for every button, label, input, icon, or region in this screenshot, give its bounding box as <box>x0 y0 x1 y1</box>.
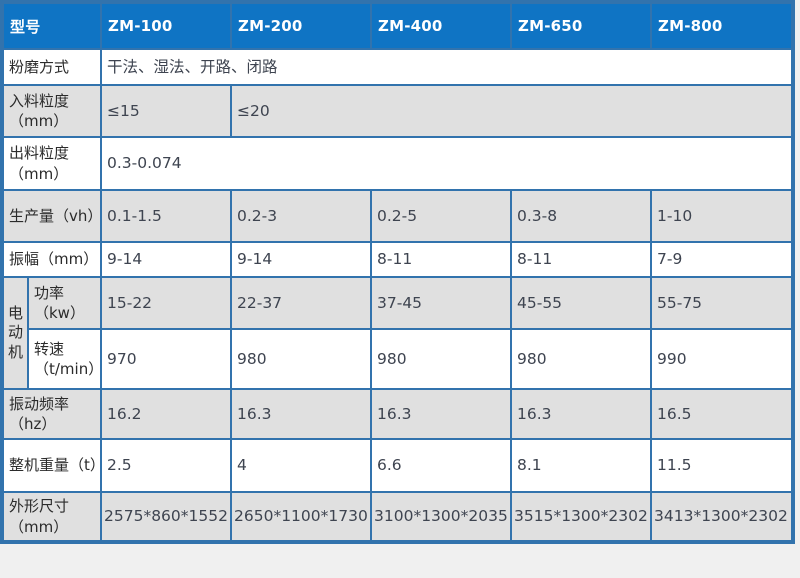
value-cell: 980 <box>230 328 372 390</box>
value-cell: 2575*860*1552 <box>100 491 232 543</box>
row-label-cell: 转速（t/min） <box>27 328 102 390</box>
table-row: 转速（t/min） 970 980 980 980 990 <box>2 328 794 390</box>
value-cell: 55-75 <box>650 276 794 330</box>
value-cell: 0.2-3 <box>230 189 372 243</box>
value-cell: 980 <box>510 328 652 390</box>
value-cell: 2.5 <box>100 438 232 493</box>
value-cell: 9-14 <box>230 241 372 278</box>
header-label-cell: 型号 <box>1 1 102 50</box>
value-cell: 9-14 <box>100 241 232 278</box>
value-cell: 8-11 <box>370 241 512 278</box>
value-cell: 0.1-1.5 <box>100 189 232 243</box>
table-row: 外形尺寸（mm） 2575*860*1552 2650*1100*1730 31… <box>1 491 794 543</box>
value-cell: 970 <box>100 328 232 390</box>
value-cell: 16.5 <box>650 388 794 440</box>
table-row: 电动机 功率（kw） 15-22 22-37 37-45 45-55 55-75 <box>1 276 794 390</box>
value-cell: 6.6 <box>370 438 512 493</box>
row-label-cell: 整机重量（t） <box>1 438 102 493</box>
table-row: 振动频率（hz） 16.2 16.3 16.3 16.3 16.5 <box>1 388 794 440</box>
value-cell: 16.3 <box>510 388 652 440</box>
row-label-cell: 外形尺寸（mm） <box>1 491 102 543</box>
header-row: 型号 ZM-100 ZM-200 ZM-400 ZM-650 ZM-800 <box>1 1 794 50</box>
table-row: 出料粒度（mm） 0.3-0.074 <box>1 136 794 191</box>
row-label-cell: 功率（kw） <box>27 276 102 330</box>
model-header-cell: ZM-400 <box>370 1 512 50</box>
value-cell: 干法、湿法、开路、闭路 <box>100 48 794 86</box>
value-cell: 7-9 <box>650 241 794 278</box>
value-cell: ≤15 <box>100 84 232 138</box>
value-cell: 8.1 <box>510 438 652 493</box>
table-row: 整机重量（t） 2.5 4 6.6 8.1 11.5 <box>1 438 794 493</box>
model-header-cell: ZM-200 <box>230 1 372 50</box>
value-cell: 0.3-0.074 <box>100 136 794 191</box>
model-header-cell: ZM-800 <box>650 1 794 50</box>
value-cell: 3100*1300*2035 <box>370 491 512 543</box>
value-cell: 22-37 <box>230 276 372 330</box>
row-label-cell: 振幅（mm） <box>1 241 102 278</box>
table-row: 粉磨方式 干法、湿法、开路、闭路 <box>1 48 794 86</box>
table-row: 入料粒度（mm） ≤15 ≤20 <box>1 84 794 138</box>
value-cell: 15-22 <box>100 276 232 330</box>
value-cell: 8-11 <box>510 241 652 278</box>
model-header-cell: ZM-650 <box>510 1 652 50</box>
row-label-cell: 振动频率（hz） <box>1 388 102 440</box>
value-cell: 45-55 <box>510 276 652 330</box>
row-label-cell: 生产量（vh） <box>1 189 102 243</box>
row-label-cell: 出料粒度（mm） <box>1 136 102 191</box>
value-cell: 16.3 <box>370 388 512 440</box>
value-cell: 11.5 <box>650 438 794 493</box>
row-label-cell: 粉磨方式 <box>1 48 102 86</box>
table-row: 生产量（vh） 0.1-1.5 0.2-3 0.2-5 0.3-8 1-10 <box>1 189 794 243</box>
value-cell: ≤20 <box>230 84 794 138</box>
spec-table: 型号 ZM-100 ZM-200 ZM-400 ZM-650 ZM-800 粉磨… <box>0 0 795 544</box>
model-header-cell: ZM-100 <box>100 1 232 50</box>
value-cell: 16.3 <box>230 388 372 440</box>
value-cell: 0.2-5 <box>370 189 512 243</box>
row-label-cell: 入料粒度（mm） <box>1 84 102 138</box>
motor-group-cell: 电动机 <box>1 276 29 390</box>
value-cell: 4 <box>230 438 372 493</box>
value-cell: 3515*1300*2302 <box>510 491 652 543</box>
value-cell: 16.2 <box>100 388 232 440</box>
value-cell: 37-45 <box>370 276 512 330</box>
value-cell: 3413*1300*2302 <box>650 491 794 543</box>
value-cell: 2650*1100*1730 <box>230 491 372 543</box>
value-cell: 1-10 <box>650 189 794 243</box>
value-cell: 980 <box>370 328 512 390</box>
value-cell: 990 <box>650 328 794 390</box>
table-row: 振幅（mm） 9-14 9-14 8-11 8-11 7-9 <box>1 241 794 278</box>
value-cell: 0.3-8 <box>510 189 652 243</box>
